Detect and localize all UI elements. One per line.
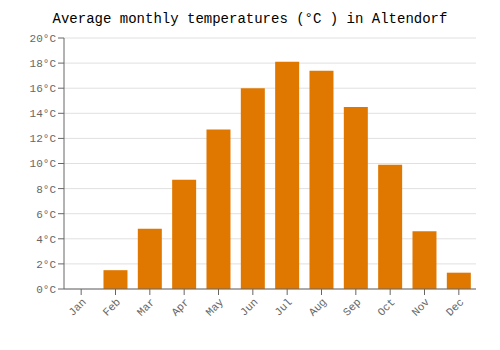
svg-text:Jun: Jun [238,296,260,318]
svg-text:Nov: Nov [410,296,433,319]
html-text:Average monthly temperatures (: Average monthly temperatures (°C ) in Al… [52,11,448,27]
svg-text:12°C: 12°C [30,133,57,145]
svg-text:0°C: 0°C [36,284,56,296]
svg-text:18°C: 18°C [30,58,57,70]
svg-text:10°C: 10°C [30,158,57,170]
svg-text:4°C: 4°C [36,234,56,246]
svg-text:Mar: Mar [135,296,157,318]
svg-text:16°C: 16°C [30,83,57,95]
svg-text:Jan: Jan [66,296,88,318]
svg-text:20°C: 20°C [30,33,57,45]
svg-text:Aug: Aug [307,296,329,318]
svg-text:6°C: 6°C [36,209,56,221]
svg-text:Oct: Oct [375,296,397,318]
svg-text:Jul: Jul [272,296,294,318]
svg-text:2°C: 2°C [36,259,56,271]
svg-text:Dec: Dec [444,296,466,318]
svg-text:May: May [204,296,227,319]
svg-text:8°C: 8°C [36,184,56,196]
svg-text:Sep: Sep [341,296,363,318]
svg-text:Feb: Feb [101,296,123,318]
svg-text:Apr: Apr [169,296,191,318]
svg-text:14°C: 14°C [30,108,57,120]
